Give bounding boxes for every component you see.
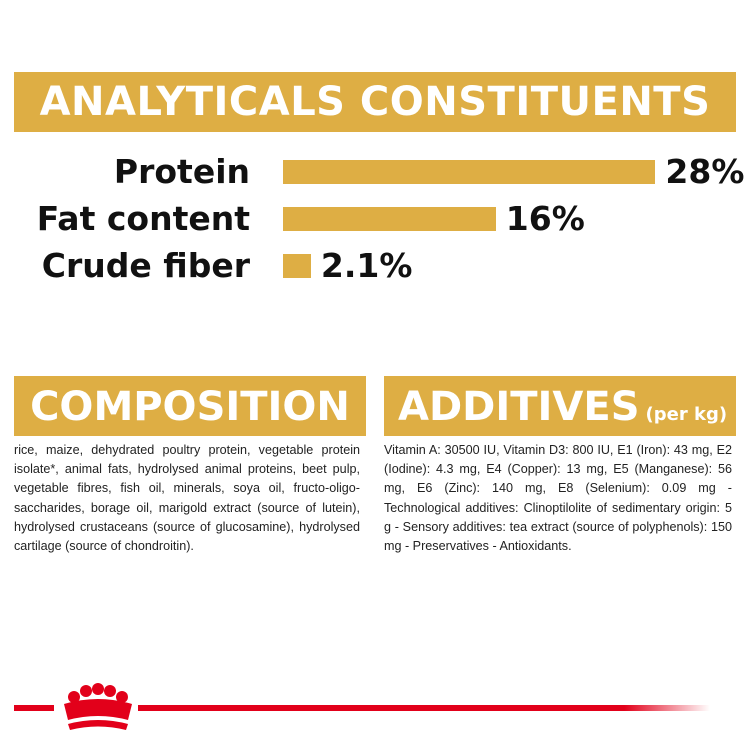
section-title: ANALYTICALS CONSTITUENTS: [14, 72, 736, 132]
section-title: COMPOSITION: [14, 376, 366, 436]
row-label: Fat content: [36, 199, 250, 238]
bar: [283, 207, 496, 231]
additives-text: Vitamin A: 30500 IU, Vitamin D3: 800 IU,…: [384, 443, 732, 554]
bar: [283, 254, 311, 278]
title-text: ADDITIVES: [398, 384, 640, 430]
section-title: ADDITIVES (per kg): [384, 376, 736, 436]
crown-logo: [64, 683, 132, 730]
row-label: Crude fiber: [41, 246, 250, 285]
subtitle: (per kg): [645, 404, 728, 425]
value-label: 16%: [505, 199, 585, 238]
brand-footer: [14, 683, 710, 730]
value-label: 2.1%: [320, 246, 413, 285]
value-label: 28%: [665, 152, 745, 191]
footer-line: [14, 705, 54, 711]
footer-line: [138, 705, 710, 711]
bar: [283, 160, 656, 184]
row-label: Protein: [113, 152, 250, 191]
composition-text: rice, maize, dehydrated poultry protein,…: [14, 443, 360, 554]
